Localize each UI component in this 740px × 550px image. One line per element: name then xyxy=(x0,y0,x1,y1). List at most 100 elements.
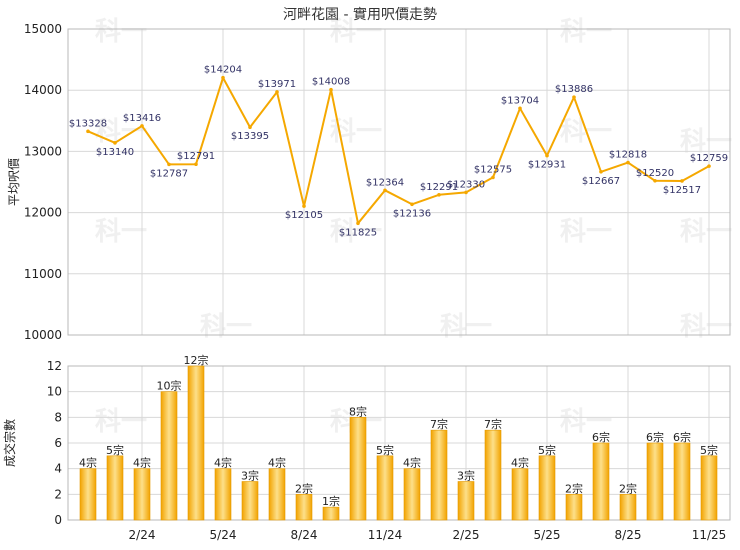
price-point xyxy=(194,162,198,166)
volume-y-tick-label: 6 xyxy=(54,436,62,450)
price-data-label: $14008 xyxy=(312,77,350,88)
volume-y-tick-label: 0 xyxy=(54,513,62,527)
price-point xyxy=(464,190,468,195)
price-point xyxy=(86,129,90,134)
price-y-tick-label: 12000 xyxy=(24,206,62,220)
volume-bar xyxy=(295,494,313,521)
price-point xyxy=(599,169,603,174)
volume-bar xyxy=(700,455,718,521)
price-y-tick-label: 13000 xyxy=(24,144,62,158)
price-data-label: $13704 xyxy=(501,95,539,106)
volume-bar xyxy=(457,481,475,521)
volume-bar xyxy=(538,455,556,521)
price-point xyxy=(221,75,225,80)
watermark-text: 科一 xyxy=(95,217,147,247)
volume-bar-label: 7宗 xyxy=(484,417,502,431)
price-point xyxy=(437,192,441,197)
volume-bar xyxy=(214,468,232,521)
price-data-label: $12364 xyxy=(366,177,404,188)
price-data-label: $12667 xyxy=(582,176,620,187)
price-y-tick-label: 14000 xyxy=(24,83,62,97)
volume-bar-label: 5宗 xyxy=(538,443,556,457)
volume-bar xyxy=(673,442,691,521)
price-point xyxy=(680,179,684,183)
price-point xyxy=(140,124,144,128)
volume-plot-frame xyxy=(67,365,731,521)
price-point xyxy=(545,153,549,158)
price-data-label: $14204 xyxy=(204,65,242,76)
volume-bar xyxy=(79,468,97,521)
volume-bar-label: 6宗 xyxy=(673,430,691,444)
volume-bar xyxy=(592,442,610,521)
watermark-text: 科一 xyxy=(95,17,147,47)
watermark-text: 科一 xyxy=(680,127,732,157)
volume-bar-label: 2宗 xyxy=(619,481,637,495)
price-point xyxy=(329,87,333,92)
price-point xyxy=(113,141,117,145)
price-point xyxy=(167,162,171,167)
volume-bar xyxy=(619,494,637,521)
volume-bar-label: 2宗 xyxy=(295,481,313,495)
price-point xyxy=(626,160,630,165)
volume-bar-label: 1宗 xyxy=(322,494,340,508)
volume-bar-label: 4宗 xyxy=(403,456,421,470)
x-tick-label: 5/24 xyxy=(210,528,237,542)
price-data-label: $12818 xyxy=(609,150,647,161)
volume-bar-label: 4宗 xyxy=(268,456,286,470)
price-data-label: $11825 xyxy=(339,227,377,238)
price-data-label: $12575 xyxy=(474,164,512,175)
volume-bar-label: 5宗 xyxy=(106,443,124,457)
volume-bar xyxy=(646,442,664,521)
price-point xyxy=(653,178,657,183)
x-tick-label: 8/24 xyxy=(291,528,318,542)
price-point xyxy=(302,204,306,208)
volume-y-tick-label: 4 xyxy=(54,462,62,476)
watermark-text: 科一 xyxy=(95,407,147,437)
watermark-text: 科一 xyxy=(330,17,382,47)
price-y-tick-label: 15000 xyxy=(24,22,62,36)
volume-bar xyxy=(403,468,421,521)
x-tick-label: 2/25 xyxy=(453,528,480,542)
price-y-axis-title: 平均呎價 xyxy=(7,158,21,206)
volume-bar-label: 4宗 xyxy=(133,456,151,470)
price-data-label: $12136 xyxy=(393,208,431,219)
x-tick-label: 5/25 xyxy=(534,528,561,542)
volume-bar-label: 5宗 xyxy=(700,443,718,457)
price-data-label: $13971 xyxy=(258,79,296,90)
x-tick-label: 2/24 xyxy=(129,528,156,542)
volume-bar xyxy=(430,429,448,521)
volume-y-axis-title: 成交宗數 xyxy=(2,419,17,467)
chart-title: 河畔花園 - 實用呎價走勢 xyxy=(283,6,437,23)
volume-bar-label: 5宗 xyxy=(376,443,394,457)
price-data-label: $13886 xyxy=(555,84,593,95)
watermark-text: 科一 xyxy=(200,312,252,342)
price-point xyxy=(275,90,279,94)
volume-bar-label: 6宗 xyxy=(646,430,664,444)
x-ticks: 2/24 5/24 8/24 11/24 2/25 5/25 8/25 11/25 xyxy=(129,528,727,542)
price-data-label: $12291 xyxy=(420,182,458,193)
price-point xyxy=(491,175,495,180)
price-data-label: $12759 xyxy=(690,153,728,164)
volume-y-tick-label: 12 xyxy=(47,359,62,373)
price-data-label: $13395 xyxy=(231,131,269,142)
price-point xyxy=(572,95,576,99)
price-y-tick-label: 10000 xyxy=(24,328,62,342)
price-data-label: $12931 xyxy=(528,160,566,171)
x-tick-label: 8/25 xyxy=(615,528,642,542)
price-data-label: $12517 xyxy=(663,185,701,196)
volume-bar-label: 3宗 xyxy=(241,469,259,483)
price-y-ticks: 10000 11000 12000 13000 14000 15000 xyxy=(24,22,62,342)
volume-bar-label: 2宗 xyxy=(565,481,583,495)
volume-y-tick-label: 2 xyxy=(54,487,62,501)
price-data-label: $12787 xyxy=(150,168,188,179)
watermark-text: 科一 xyxy=(330,217,382,247)
volume-bar xyxy=(133,468,151,521)
volume-y-tick-label: 10 xyxy=(47,385,62,399)
volume-bar xyxy=(106,455,124,521)
price-data-label: $13416 xyxy=(123,113,161,124)
price-data-label: $12791 xyxy=(177,151,215,162)
price-point xyxy=(410,202,414,207)
